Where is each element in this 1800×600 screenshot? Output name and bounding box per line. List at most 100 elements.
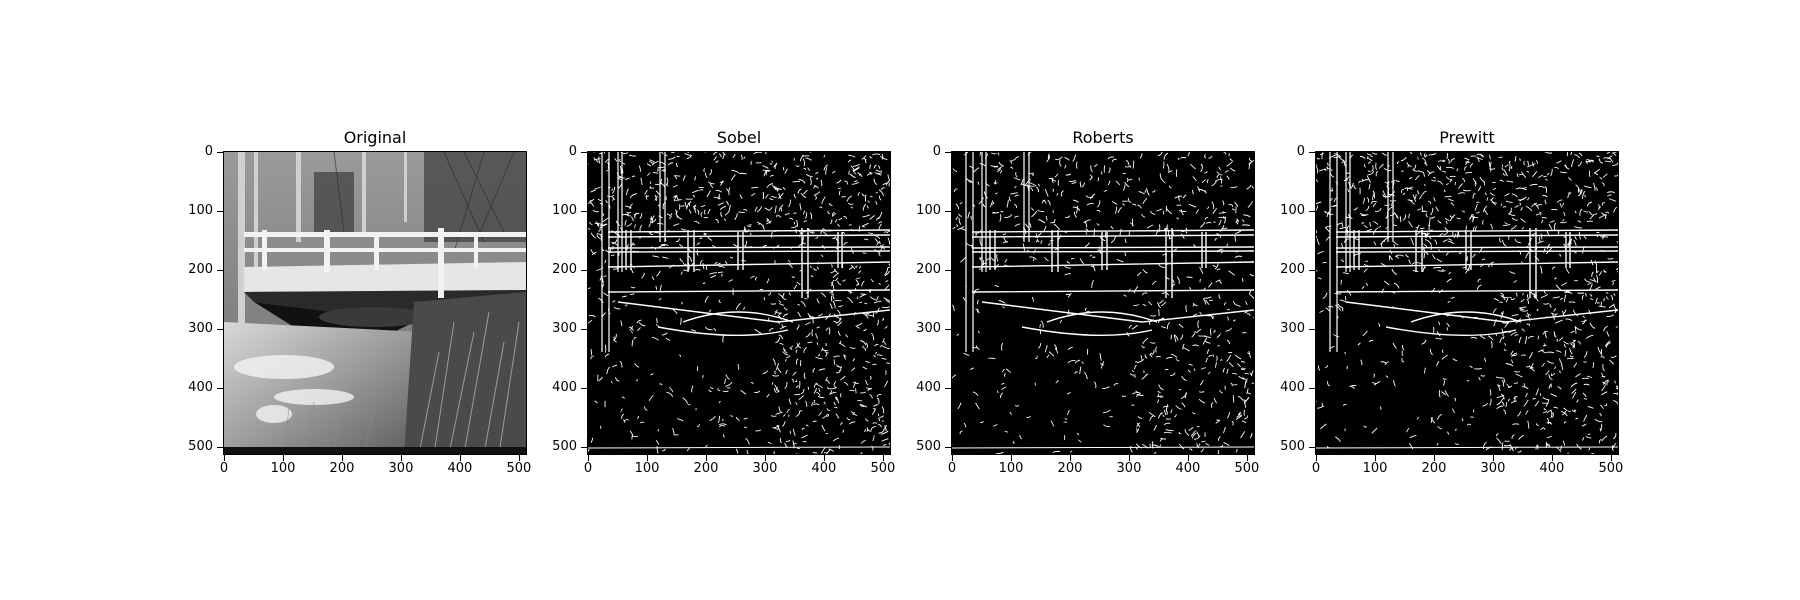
original-ytick-label: 200 [188, 261, 213, 277]
sobel-xtick [588, 455, 589, 461]
original-ytick [217, 387, 223, 389]
original-xtick-label: 500 [506, 461, 532, 476]
roberts-ytick-label: 200 [916, 261, 941, 277]
roberts-xtick [952, 455, 953, 461]
axes-original [223, 151, 527, 455]
original-ytick-label: 0 [204, 144, 213, 159]
prewitt-ytick-label: 100 [1280, 202, 1305, 218]
roberts-xtick-label: 500 [1234, 461, 1260, 476]
original-xtick-label: 0 [219, 461, 229, 476]
roberts-xtick [1069, 455, 1071, 461]
original-ytick-label: 100 [188, 202, 213, 218]
axes-sobel [587, 151, 891, 455]
sobel-edge-image [588, 152, 890, 454]
roberts-xtick-label: 0 [947, 461, 957, 476]
roberts-xtick [1187, 455, 1189, 461]
original-xtick-label: 200 [329, 461, 355, 476]
prewitt-xtick-label: 100 [1362, 461, 1388, 476]
roberts-ytick-label: 400 [916, 379, 941, 395]
sobel-ytick [581, 210, 587, 212]
roberts-ytick [945, 210, 951, 212]
panel-title-roberts: Roberts [1072, 128, 1134, 147]
sobel-xtick-label: 400 [811, 461, 837, 476]
original-ytick [217, 446, 223, 448]
sobel-ytick-label: 500 [552, 438, 577, 454]
roberts-ytick [945, 269, 951, 271]
sobel-xtick [705, 455, 707, 461]
prewitt-xtick-label: 300 [1480, 461, 1506, 476]
sobel-xtick [764, 455, 766, 461]
roberts-ytick-label: 0 [932, 144, 941, 159]
panel-prewitt: Prewitt 0 100 200 300 400 500 0 100 200 300 400 500 [1280, 128, 1623, 476]
roberts-xtick-label: 100 [998, 461, 1024, 476]
original-ytick-label: 500 [188, 438, 213, 454]
sobel-ytick-label: 300 [552, 320, 577, 336]
prewitt-ytick [1309, 328, 1315, 330]
roberts-ytick [945, 446, 951, 448]
sobel-ytick-label: 200 [552, 261, 577, 277]
sobel-xtick [646, 455, 648, 461]
original-ytick [217, 328, 223, 330]
roberts-ytick [945, 328, 951, 330]
original-xtick-label: 300 [388, 461, 414, 476]
original-xtick-label: 400 [447, 461, 473, 476]
prewitt-xtick [1433, 455, 1435, 461]
roberts-xtick-label: 300 [1116, 461, 1142, 476]
panel-title-original: Original [343, 128, 407, 147]
prewitt-edge-image [1316, 152, 1618, 454]
sobel-ytick-label: 100 [552, 202, 577, 218]
sobel-xtick [882, 455, 884, 461]
panel-roberts: Roberts 0 100 200 300 400 500 0 100 200 300 400 500 [916, 128, 1259, 476]
original-ytick-label: 400 [188, 379, 213, 395]
original-photo [224, 152, 526, 454]
roberts-ytick-label: 500 [916, 438, 941, 454]
roberts-xtick-label: 400 [1175, 461, 1201, 476]
sobel-ytick [581, 446, 587, 448]
original-xtick [282, 455, 284, 461]
sobel-ytick-label: 400 [552, 379, 577, 395]
prewitt-ytick [1309, 210, 1315, 212]
original-ytick [217, 210, 223, 212]
panel-sobel: Sobel 0 100 200 300 400 500 0 100 200 300 400 500 [552, 128, 895, 476]
sobel-ytick [581, 387, 587, 389]
sobel-ytick-label: 0 [568, 144, 577, 159]
roberts-ytick-label: 100 [916, 202, 941, 218]
panel-original: Original [188, 128, 531, 476]
panel-title-sobel: Sobel [716, 128, 762, 147]
prewitt-ytick [1309, 387, 1315, 389]
prewitt-xtick-label: 500 [1598, 461, 1624, 476]
sobel-xtick-label: 300 [752, 461, 778, 476]
prewitt-ytick [1309, 269, 1315, 271]
roberts-xtick [1010, 455, 1012, 461]
roberts-ytick-label: 300 [916, 320, 941, 336]
sobel-xtick-label: 200 [693, 461, 719, 476]
original-ytick [217, 269, 223, 271]
prewitt-ytick-label: 200 [1280, 261, 1305, 277]
sobel-xtick-label: 500 [870, 461, 896, 476]
axes-roberts [951, 151, 1255, 455]
original-xtick [518, 455, 520, 461]
prewitt-xtick [1551, 455, 1553, 461]
original-xtick [400, 455, 402, 461]
prewitt-ytick-label: 500 [1280, 438, 1305, 454]
prewitt-xtick-label: 200 [1421, 461, 1447, 476]
roberts-edge-image [952, 152, 1254, 454]
prewitt-xtick [1610, 455, 1612, 461]
sobel-xtick-label: 0 [583, 461, 593, 476]
sobel-ytick [581, 269, 587, 271]
roberts-xtick [1128, 455, 1130, 461]
original-ytick [217, 152, 223, 153]
sobel-xtick-label: 100 [634, 461, 660, 476]
prewitt-xtick [1316, 455, 1317, 461]
tree-trunks [238, 152, 407, 352]
sobel-ytick [581, 328, 587, 330]
prewitt-ytick-label: 300 [1280, 320, 1305, 336]
original-xtick-label: 100 [270, 461, 296, 476]
original-xtick [459, 455, 461, 461]
prewitt-ytick [1309, 446, 1315, 448]
roberts-xtick-label: 200 [1057, 461, 1083, 476]
prewitt-xtick-label: 0 [1311, 461, 1321, 476]
original-xtick [341, 455, 343, 461]
prewitt-ytick-label: 400 [1280, 379, 1305, 395]
